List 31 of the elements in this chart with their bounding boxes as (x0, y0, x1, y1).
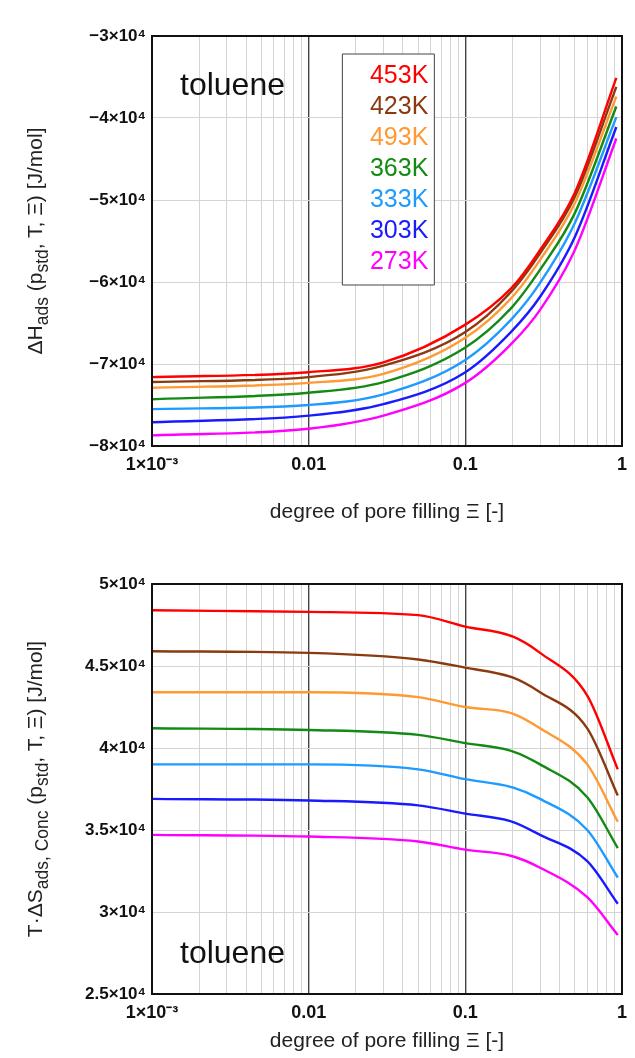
text: 303K (369, 215, 429, 244)
y-tick-label: 3×10⁴ (99, 901, 146, 921)
x-axis-title: degree of pore filling Ξ [-] (269, 499, 505, 523)
x-axis-title: degree of pore filling Ξ [-] (269, 1028, 505, 1052)
y-tick-label: 5×10⁴ (99, 573, 146, 593)
text: 273K (369, 246, 429, 275)
x-tick-label: 0.01 (291, 1001, 327, 1022)
y-tick-label: −5×10⁴ (89, 189, 146, 209)
annotation: toluene (180, 933, 285, 970)
x-tick-label: 1×10⁻³ (125, 453, 179, 474)
y-tick-label: 3.5×10⁴ (85, 819, 146, 839)
x-tick-label: 1 (616, 1001, 627, 1022)
y-tick-label: 4×10⁴ (99, 737, 146, 757)
text: 423K (369, 91, 429, 120)
x-tick-label: 1 (616, 453, 627, 474)
text: 493K (369, 122, 429, 151)
y-tick-label: 2.5×10⁴ (85, 983, 146, 1003)
text: 453K (369, 60, 429, 89)
x-tick-label: 0.1 (452, 453, 478, 474)
y-tick-label: 4.5×10⁴ (85, 655, 146, 675)
annotation: toluene (180, 65, 285, 102)
y-tick-label: −7×10⁴ (89, 353, 146, 373)
y-tick-label: −8×10⁴ (89, 435, 146, 455)
y-tick-label: −4×10⁴ (89, 107, 146, 127)
x-tick-label: 1×10⁻³ (125, 1001, 179, 1022)
x-tick-label: 0.1 (452, 1001, 478, 1022)
text: 363K (369, 153, 429, 182)
y-tick-label: −6×10⁴ (89, 271, 146, 291)
y-tick-label: −3×10⁴ (89, 25, 146, 45)
x-tick-label: 0.01 (291, 453, 327, 474)
text: 333K (369, 184, 429, 213)
